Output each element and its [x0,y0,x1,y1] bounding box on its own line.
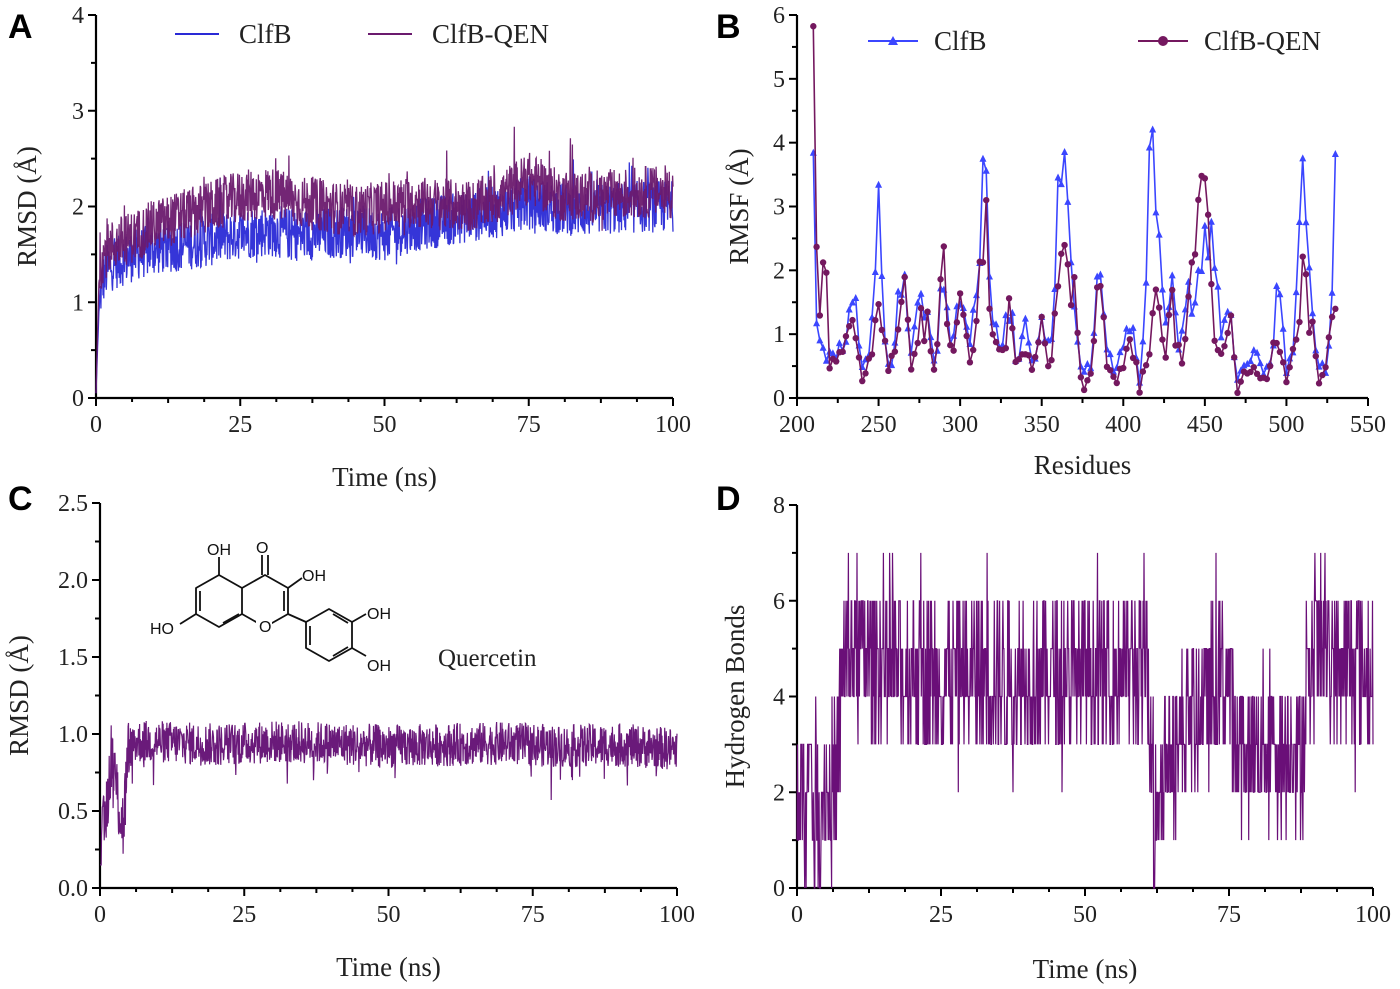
x-tick-label: 100 [655,412,691,438]
marker-triangle [979,154,987,162]
marker-triangle [1331,150,1339,158]
structure-oh-b1: OH [367,606,391,623]
series-line-clfb [812,129,1337,383]
x-tick-label: 25 [228,412,252,438]
panel-letter-b: B [716,8,741,46]
series-markers-clfb-qen [810,23,1339,397]
x-tick-label: 50 [377,902,401,928]
y-tick-label: 2.0 [58,568,88,594]
x-tick-label: 100 [1355,902,1391,928]
x-tick-label: 0 [90,412,102,438]
y-tick-label: 6 [773,3,785,29]
legend-marker-circle [1158,36,1168,46]
y-tick-label: 5 [773,67,785,93]
series-line-hydrogen-bonds [796,552,1374,889]
marker-triangle [1054,173,1062,181]
series-markers-clfb [809,125,1339,386]
x-tick-label: 75 [517,412,541,438]
x-tick-label: 100 [659,902,695,928]
y-tick-label: 4 [773,131,785,157]
y-tick-label: 2 [773,258,785,284]
y-tick-label: 6 [773,589,785,615]
x-tick-label: 50 [1073,902,1097,928]
marker-triangle [1201,221,1209,229]
x-tick-label: 550 [1350,412,1386,438]
y-tick-label: 4 [773,685,785,711]
x-tick-label: 200 [779,412,815,438]
marker-triangle [1021,314,1029,322]
x-tick-label: 75 [1217,902,1241,928]
x-tick-label: 300 [942,412,978,438]
marker-triangle [1207,217,1215,225]
y-tick-label: 8 [773,493,785,519]
y-tick-label: 2.5 [58,491,88,517]
x-tick-label: 450 [1187,412,1223,438]
x-tick-label: 25 [929,902,953,928]
structure-ring-oxygen: O [259,619,271,636]
structure-label-quercetin: Quercetin [438,645,537,672]
y-tick-label: 0 [773,876,785,902]
y-axis-label: RMSD (Å) [12,146,42,267]
chart-panel-b-rmsf: 200 250 300 350 400 450 500 550 0 1 2 3 4 5 6 Residues R… [724,3,1386,480]
x-tick-label: 0 [791,902,803,928]
y-tick-label: 2 [72,195,84,221]
y-tick-label: 0.0 [58,876,88,902]
marker-triangle [1149,125,1157,133]
y-tick-label: 2 [773,780,785,806]
x-tick-label: 400 [1105,412,1141,438]
x-tick-label: 500 [1268,412,1304,438]
marker-triangle [1299,154,1307,162]
marker-triangle [1168,271,1176,279]
y-axis-label: RMSF (Å) [724,148,754,264]
x-tick-label: 0 [94,902,106,928]
legend-marker-triangle [888,36,898,45]
chart-panel-d-hydrogen-bonds: 0 25 50 75 100 0 2 4 6 8 Time (ns) Hydrogen Bonds [720,493,1391,984]
marker-triangle [875,180,883,188]
marker-triangle [917,289,925,297]
series-line-clfb-qen [95,126,674,394]
y-tick-label: 0.5 [58,799,88,825]
panel-letter-a: A [8,8,33,46]
legend-label-1: ClfB-QEN [1204,26,1321,56]
legend-label-0: ClfB [934,26,987,56]
x-axis-label: Time (ns) [1033,954,1138,984]
marker-triangle [1061,148,1069,156]
x-axis-label: Time (ns) [336,952,441,982]
y-tick-label: 1.0 [58,722,88,748]
legend-label-0: ClfB [239,19,292,49]
structure-oh-b2: OH [367,658,391,675]
x-tick-label: 350 [1024,412,1060,438]
y-tick-label: 0 [773,386,785,412]
legend-label-1: ClfB-QEN [432,19,549,49]
y-tick-label: 1 [773,322,785,348]
quercetin-structure: O OH O OH HO OH OH [150,540,391,675]
y-axis-label: Hydrogen Bonds [720,605,750,789]
x-tick-label: 75 [521,902,545,928]
y-tick-label: 0 [72,386,84,412]
y-tick-label: 3 [72,99,84,125]
structure-ho-7: HO [150,621,174,638]
x-tick-label: 50 [373,412,397,438]
y-tick-label: 1 [72,290,84,316]
structure-keto-oxygen: O [256,540,268,557]
y-tick-label: 3 [773,195,785,221]
x-tick-label: 25 [232,902,256,928]
structure-oh-3: OH [302,568,326,585]
marker-triangle [1273,282,1281,290]
series-line-clfb-qen [812,26,1337,394]
panel-letter-d: D [716,480,741,518]
panel-letter-c: C [8,480,33,518]
structure-oh-top: OH [207,542,231,559]
x-axis-label: Time (ns) [332,462,437,492]
chart-panel-c-ligand-rmsd: 0 25 50 75 100 0.0 0.5 1.0 1.5 2.0 2.5 Time (ns) RMS… [4,491,695,982]
chart-panel-a-rmsd: 0 25 50 75 100 0 1 2 3 4 Time (ns) RMSD (Å) ClfB ClfB… [12,3,691,492]
y-tick-label: 4 [72,3,84,29]
x-axis-label: Residues [1034,450,1132,480]
series-line-quercetin [100,720,678,866]
y-tick-label: 1.5 [58,645,88,671]
x-tick-label: 250 [861,412,897,438]
y-axis-label: RMSD (Å) [4,635,34,756]
